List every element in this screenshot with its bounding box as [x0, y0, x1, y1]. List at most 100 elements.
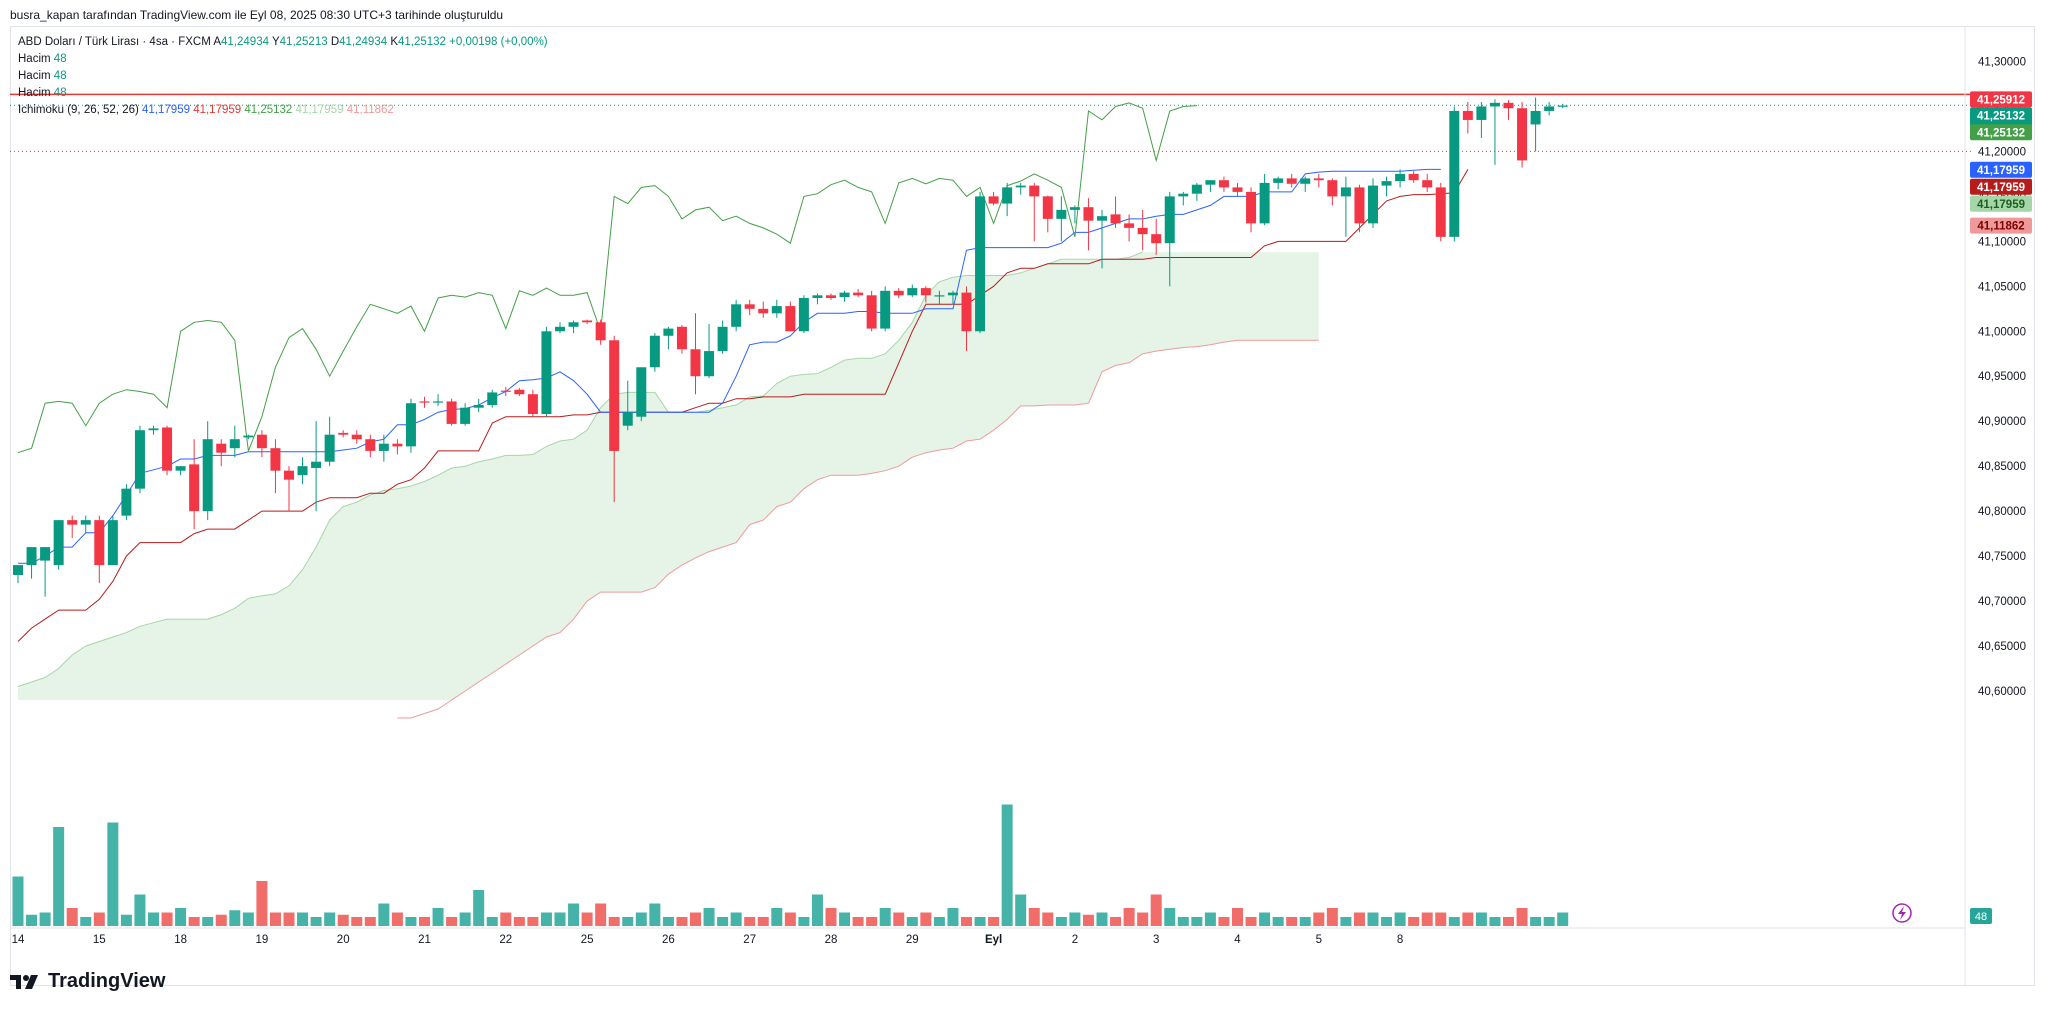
x-tick-label: 22: [499, 934, 512, 946]
candle-body: [26, 547, 37, 566]
volume-bar: [1191, 917, 1203, 926]
volume-bar: [1096, 912, 1108, 926]
volume-bar: [595, 903, 607, 926]
candle-body: [785, 306, 796, 332]
tradingview-logo[interactable]: TradingView: [10, 970, 165, 993]
candle-body: [378, 443, 389, 451]
candle-body: [866, 295, 877, 329]
candle-body: [80, 520, 91, 525]
volume-bar: [622, 917, 634, 926]
volume-bar: [1110, 917, 1122, 926]
volume-bar: [798, 917, 810, 926]
volume-bar: [1082, 914, 1094, 926]
volume-bar: [378, 903, 390, 926]
candle-body: [947, 292, 958, 296]
volume-bar: [1313, 912, 1325, 926]
volume-bar: [1218, 917, 1230, 926]
volume-bar: [1340, 917, 1352, 926]
volume-bar: [283, 912, 295, 926]
close-value: 41,25132: [397, 36, 446, 48]
price-badge-text: 41,25132: [1977, 110, 2025, 122]
volume-bar: [974, 917, 986, 926]
x-tick-label: 21: [418, 934, 431, 946]
volume-bar: [825, 908, 837, 926]
volume-bar: [988, 917, 1000, 926]
price-badge-text: 41,17959: [1977, 165, 2025, 177]
volume-bar: [12, 876, 24, 926]
volume-bar: [771, 908, 783, 926]
volume-bar: [432, 908, 444, 926]
x-tick-label: 25: [581, 934, 594, 946]
x-tick-label: Eyl: [985, 934, 1002, 946]
volume-bar: [215, 914, 227, 926]
legend-volume-row[interactable]: Hacim 48: [18, 85, 548, 102]
ichimoku-tenkan-line: [18, 168, 1441, 564]
x-tick-label: 20: [337, 934, 350, 946]
open-value: 41,24934: [221, 36, 269, 48]
chart-frame[interactable]: [10, 26, 2035, 986]
volume-bar: [1421, 912, 1433, 926]
symbol-name[interactable]: ABD Doları / Türk Lirası · 4sa · FXCM: [18, 36, 211, 48]
x-tick-label: 27: [743, 934, 756, 946]
candle-body: [405, 403, 416, 447]
candle-body: [812, 295, 823, 299]
legend-volume-row[interactable]: Hacim 48: [18, 51, 548, 68]
candle-body: [920, 288, 931, 296]
candle-body: [1178, 193, 1189, 197]
candle-body: [663, 328, 674, 336]
candle-body: [514, 389, 525, 395]
volume-bar: [1137, 912, 1149, 926]
volume-bar: [1272, 917, 1284, 926]
x-tick-label: 26: [662, 934, 675, 946]
candle-body: [392, 443, 403, 447]
legend-symbol-row[interactable]: ABD Doları / Türk Lirası · 4sa · FXCM A4…: [18, 34, 548, 51]
volume-bar: [690, 912, 701, 926]
candle-body: [216, 443, 227, 453]
chart-legend: ABD Doları / Türk Lirası · 4sa · FXCM A4…: [18, 34, 548, 119]
y-tick-label: 40,85000: [1978, 461, 2026, 473]
volume-bar: [93, 912, 105, 926]
legend-volume-row[interactable]: Hacim 48: [18, 68, 548, 85]
candle-body: [988, 196, 999, 204]
volume-bar: [635, 912, 647, 926]
volume-bar: [554, 912, 566, 926]
volume-bar: [839, 912, 851, 926]
y-tick-label: 40,60000: [1978, 686, 2026, 698]
candle-body: [1191, 184, 1202, 194]
candle-body: [1110, 214, 1121, 224]
candle-body: [717, 326, 728, 352]
candle-body: [365, 439, 376, 451]
price-badge: [1970, 195, 2032, 212]
volume-value: 48: [53, 53, 67, 65]
x-tick-label: 28: [825, 934, 838, 946]
candle-body: [13, 565, 23, 575]
volume-bar: [540, 912, 552, 926]
volume-bar: [662, 917, 674, 926]
volume-bar: [188, 917, 200, 926]
volume-bar: [1001, 804, 1013, 926]
candle-body: [311, 461, 322, 468]
volume-bar: [1204, 912, 1216, 926]
candle-body: [460, 407, 471, 424]
legend-ichimoku-row[interactable]: Ichimoku (9, 26, 52, 26) 41,17959 41,179…: [18, 102, 548, 119]
volume-bar: [473, 890, 485, 926]
volume-bar: [1299, 917, 1311, 926]
volume-bar: [1069, 912, 1081, 926]
volume-bar: [269, 912, 281, 926]
volume-bar: [581, 912, 593, 926]
candle-body: [758, 308, 769, 314]
volume-bar: [256, 881, 268, 926]
candle-body: [826, 295, 836, 299]
candle-body: [148, 428, 159, 431]
volume-bar: [202, 917, 214, 926]
volume-bar: [811, 894, 823, 926]
candle-body: [649, 335, 660, 368]
volume-bar: [961, 917, 972, 926]
price-badge: [1970, 91, 2032, 108]
volume-bar: [310, 917, 322, 926]
candle-body: [270, 448, 281, 471]
volume-bar: [1123, 908, 1135, 926]
volume-bar: [1055, 917, 1067, 926]
ichimoku-cloud: [18, 252, 1319, 700]
